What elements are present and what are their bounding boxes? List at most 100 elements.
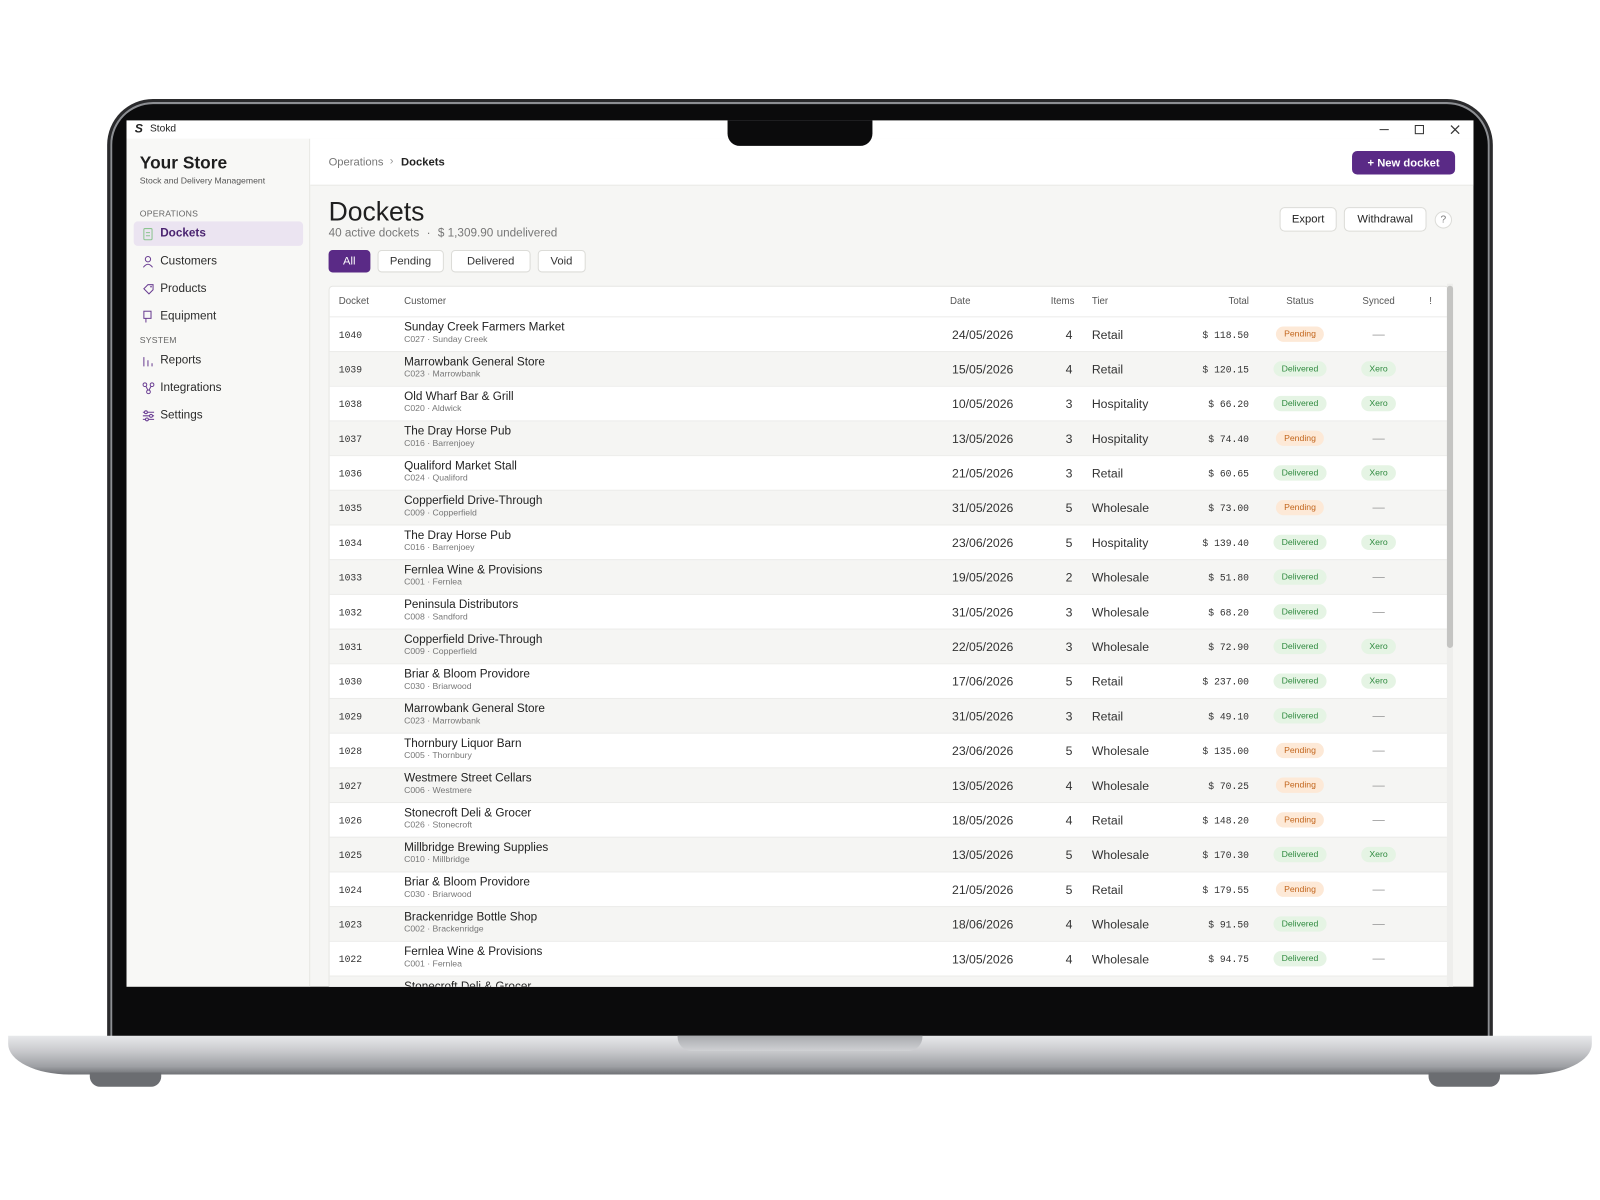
tier-cell: Retail <box>1091 674 1124 689</box>
date-cell: 31/05/2026 <box>952 501 1014 516</box>
table-row[interactable]: 1024 Briar & Bloom Providore C030 · Briarw… <box>329 871 1448 906</box>
customer-code: C030 · Briarwood <box>404 888 472 899</box>
tier-cell: Retail <box>1091 327 1124 342</box>
filter-tab[interactable]: Delivered <box>451 249 531 273</box>
new-docket-button[interactable]: + New docket <box>1352 151 1456 175</box>
date-cell: 23/06/2026 <box>952 743 1014 759</box>
nav-icon <box>142 381 155 394</box>
customer-code: C009 · Copperfield <box>404 645 477 657</box>
table-row[interactable]: 1032 Peninsula Distributors C008 · Sandfor… <box>329 593 1448 629</box>
customer-code: C026 · Stonecroft <box>404 819 473 830</box>
customer-name: Stonecroft Deli & Grocer <box>404 980 532 987</box>
column-header[interactable]: Items <box>1050 295 1075 308</box>
column-header[interactable]: Total <box>1228 295 1249 308</box>
table-row[interactable]: 1037 The Dray Horse Pub C016 · Barrenjoey 1… <box>329 420 1448 456</box>
customer-code: C010 · Millbridge <box>404 854 470 865</box>
table-row[interactable]: 1040 Sunday Creek Farmers Market C027 · Su… <box>329 316 1448 351</box>
date-cell: 21/05/2026 <box>952 466 1014 481</box>
status-badge: Delivered <box>1273 534 1327 550</box>
date-cell: 15/05/2026 <box>952 362 1014 377</box>
date-cell: 13/05/2026 <box>952 778 1014 793</box>
table-row[interactable]: Stonecroft Deli & Grocer <box>329 975 1448 987</box>
table-row[interactable]: 1033 Fernlea Wine & Provisions C001 · Fern… <box>329 559 1448 594</box>
nav-item[interactable]: Equipment <box>134 304 303 328</box>
synced-badge: Xero <box>1361 638 1396 655</box>
synced-empty: — <box>1372 881 1385 896</box>
breadcrumb-item[interactable]: Operations <box>328 156 384 169</box>
scrollbar-thumb[interactable] <box>1446 285 1454 648</box>
table-row[interactable]: 1035 Copperfield Drive-Through C009 · Copp… <box>329 489 1448 525</box>
items-cell: 3 <box>1065 466 1073 481</box>
customer-code: C020 · Aldwick <box>404 403 462 414</box>
items-cell: 5 <box>1065 847 1073 863</box>
status-badge: Delivered <box>1273 638 1327 655</box>
docket-cell: 1022 <box>338 954 363 966</box>
table-row[interactable]: 1029 Marrowbank General Store C023 · Marro… <box>329 697 1448 733</box>
nav-icon <box>143 283 154 295</box>
customer-name: Millbridge Brewing Supplies <box>404 841 549 855</box>
table-row[interactable]: 1039 Marrowbank General Store C023 · Marro… <box>329 351 1448 386</box>
customer-name: Briar & Bloom Providore <box>404 668 530 681</box>
table-row[interactable]: 1023 Brackenridge Bottle Shop C002 · Brack… <box>329 906 1448 941</box>
synced-empty: — <box>1372 708 1385 723</box>
customer-code: C016 · Barrenjoey <box>404 541 475 553</box>
help-button[interactable]: ? <box>1434 211 1453 229</box>
date-cell: 17/06/2026 <box>952 674 1014 689</box>
nav-item[interactable]: Settings <box>134 403 303 427</box>
customer-name: Westmere Street Cellars <box>404 772 532 785</box>
customer-code: C006 · Westmere <box>404 784 472 795</box>
table-row[interactable]: 1025 Millbridge Brewing Supplies C010 · Mi… <box>329 836 1448 872</box>
docket-cell: 1025 <box>338 849 363 862</box>
customer-name: Brackenridge Bottle Shop <box>404 911 538 924</box>
page-summary: 40 active dockets · $ 1,309.90 undeliver… <box>329 228 558 240</box>
tier-cell: Hospitality <box>1091 396 1149 412</box>
table-row[interactable]: 1030 Briar & Bloom Providore C030 · Briarw… <box>329 663 1448 698</box>
tier-cell: Wholesale <box>1091 605 1150 620</box>
customer-name: Briar & Bloom Providore <box>404 876 530 889</box>
table-row[interactable]: 1027 Westmere Street Cellars C006 · Westme… <box>329 767 1448 803</box>
window-controls[interactable] <box>1371 122 1468 136</box>
total-cell: $ 237.00 <box>1202 676 1249 688</box>
column-header[interactable]: Status <box>1286 295 1314 308</box>
nav-item[interactable]: Customers <box>134 249 303 273</box>
nav-item[interactable]: Dockets <box>133 221 304 246</box>
app-logo: S <box>134 121 143 136</box>
filter-tab[interactable]: Pending <box>377 249 444 273</box>
customer-code: C023 · Marrowbank <box>404 715 481 726</box>
table-row[interactable]: 1031 Copperfield Drive-Through C009 · Copp… <box>329 628 1448 664</box>
date-cell: 19/05/2026 <box>952 570 1014 585</box>
column-header[interactable]: Date <box>949 295 971 308</box>
docket-cell: 1024 <box>338 884 363 896</box>
items-cell: 4 <box>1065 917 1073 932</box>
column-header[interactable]: ! <box>1429 295 1432 308</box>
tier-cell: Retail <box>1091 813 1124 828</box>
nav-icon <box>143 310 152 322</box>
filter-tab[interactable]: All <box>328 249 370 273</box>
column-header[interactable]: Synced <box>1362 295 1395 308</box>
total-cell: $ 72.90 <box>1208 641 1249 654</box>
table-row[interactable]: 1036 Qualiford Market Stall C024 · Qualifo… <box>329 455 1448 490</box>
column-header[interactable]: Docket <box>338 295 369 308</box>
table-row[interactable]: 1038 Old Wharf Bar & Grill C020 · Aldwick 1… <box>329 385 1448 421</box>
filter-tab[interactable]: Void <box>537 249 586 273</box>
withdrawal-button[interactable]: Withdrawal <box>1343 207 1427 232</box>
customer-code: C009 · Copperfield <box>404 507 477 518</box>
date-cell: 22/05/2026 <box>952 639 1014 655</box>
nav-item[interactable]: Products <box>134 277 303 301</box>
customer-code: C002 · Brackenridge <box>404 923 484 934</box>
total-cell: $ 70.25 <box>1208 780 1249 792</box>
table-row[interactable]: 1034 The Dray Horse Pub C016 · Barrenjoey 2… <box>329 524 1448 559</box>
nav-item[interactable]: Reports <box>134 348 303 372</box>
column-header[interactable]: Tier <box>1091 295 1109 308</box>
column-header[interactable]: Customer <box>404 295 447 308</box>
table-row[interactable]: 1026 Stonecroft Deli & Grocer C026 · Stone… <box>329 802 1448 837</box>
export-button[interactable]: Export <box>1279 207 1337 232</box>
synced-empty: — <box>1372 326 1385 341</box>
table-row[interactable]: 1022 Fernlea Wine & Provisions C001 · Fern… <box>329 940 1448 976</box>
table-row[interactable]: 1028 Thornbury Liquor Barn C005 · Thornbur… <box>329 732 1448 768</box>
customer-name: Old Wharf Bar & Grill <box>404 390 514 404</box>
items-cell: 4 <box>1065 952 1073 967</box>
tier-cell: Wholesale <box>1091 570 1150 585</box>
nav-item[interactable]: Integrations <box>134 376 303 400</box>
date-cell: 13/05/2026 <box>952 847 1014 863</box>
